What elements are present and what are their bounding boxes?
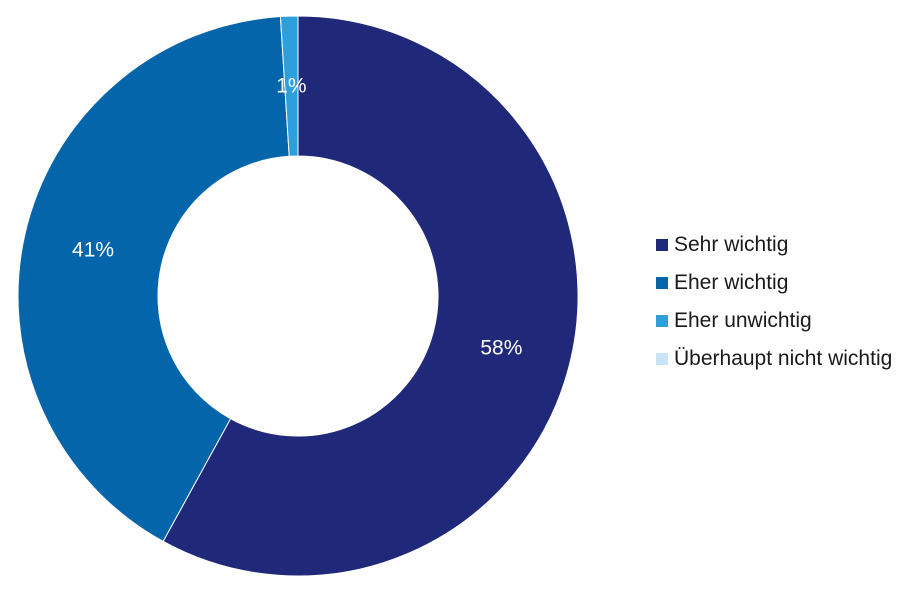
legend-item-eher-unwichtig[interactable]: Eher unwichtig	[656, 302, 892, 340]
legend-label: Sehr wichtig	[674, 233, 789, 256]
legend-label: Eher wichtig	[674, 271, 789, 294]
donut-slice-0[interactable]	[162, 15, 579, 577]
legend-swatch	[656, 239, 668, 251]
legend-swatch	[656, 315, 668, 327]
data-label-2: 1%	[276, 75, 306, 98]
legend-label: Eher unwichtig	[674, 309, 812, 332]
legend-item-eher-wichtig[interactable]: Eher wichtig	[656, 264, 892, 302]
legend-swatch	[656, 277, 668, 289]
data-label-1: 41%	[72, 239, 114, 262]
donut-slice-1[interactable]	[17, 16, 290, 543]
legend-label: Überhaupt nicht wichtig	[674, 347, 893, 370]
legend: Sehr wichtig Eher wichtig Eher unwichtig…	[656, 226, 892, 378]
donut-chart: 58% 41% 1%	[17, 15, 579, 577]
donut-slice-2[interactable]	[279, 15, 299, 157]
legend-item-sehr-wichtig[interactable]: Sehr wichtig	[656, 226, 892, 264]
legend-swatch	[656, 353, 668, 365]
legend-item-ueberhaupt-nicht-wichtig[interactable]: Überhaupt nicht wichtig	[656, 340, 892, 378]
data-label-0: 58%	[480, 337, 522, 360]
